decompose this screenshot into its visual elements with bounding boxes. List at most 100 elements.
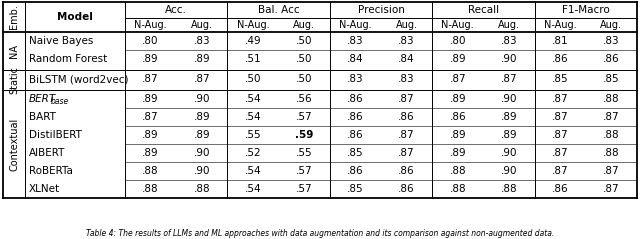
Text: .90: .90 — [500, 148, 517, 158]
Text: Bal. Acc: Bal. Acc — [258, 5, 300, 15]
Text: .54: .54 — [244, 94, 261, 104]
Text: .50: .50 — [296, 36, 312, 46]
Text: .49: .49 — [244, 36, 261, 46]
Text: .87: .87 — [193, 74, 210, 84]
Text: Aug.: Aug. — [293, 20, 316, 30]
Text: Emb.: Emb. — [9, 5, 19, 29]
Text: .84: .84 — [347, 54, 364, 64]
Text: .88: .88 — [142, 166, 159, 176]
Text: .89: .89 — [449, 148, 466, 158]
Text: .59: .59 — [295, 130, 314, 140]
Text: .86: .86 — [347, 130, 364, 140]
Text: .89: .89 — [193, 54, 210, 64]
Text: .57: .57 — [296, 166, 312, 176]
Text: .88: .88 — [449, 184, 466, 194]
Text: .90: .90 — [500, 166, 517, 176]
Text: .90: .90 — [500, 54, 517, 64]
Text: .88: .88 — [142, 184, 159, 194]
Text: .52: .52 — [244, 148, 261, 158]
Text: .87: .87 — [603, 112, 620, 122]
Text: .89: .89 — [449, 130, 466, 140]
Text: .88: .88 — [500, 184, 517, 194]
Text: Table 4: The results of LLMs and ML approaches with data augmentation and its co: Table 4: The results of LLMs and ML appr… — [86, 228, 554, 238]
Text: .54: .54 — [244, 184, 261, 194]
Text: Aug.: Aug. — [600, 20, 622, 30]
Text: .90: .90 — [500, 94, 517, 104]
Text: Random Forest: Random Forest — [29, 54, 108, 64]
Text: BART: BART — [29, 112, 56, 122]
Text: .87: .87 — [552, 148, 568, 158]
Text: Recall: Recall — [468, 5, 499, 15]
Text: base: base — [51, 98, 69, 107]
Text: .87: .87 — [603, 166, 620, 176]
Text: .85: .85 — [347, 148, 364, 158]
Text: Naive Bayes: Naive Bayes — [29, 36, 93, 46]
Text: .86: .86 — [398, 166, 415, 176]
Text: Model: Model — [57, 12, 93, 22]
Text: Precision: Precision — [358, 5, 404, 15]
Text: .83: .83 — [193, 36, 210, 46]
Text: .83: .83 — [398, 74, 415, 84]
Text: .54: .54 — [244, 112, 261, 122]
Text: Aug.: Aug. — [498, 20, 520, 30]
Text: .81: .81 — [552, 36, 568, 46]
Text: .87: .87 — [552, 130, 568, 140]
Text: N-Aug.: N-Aug. — [339, 20, 372, 30]
Text: .80: .80 — [449, 36, 466, 46]
Text: .87: .87 — [552, 112, 568, 122]
Text: .85: .85 — [603, 74, 620, 84]
Text: .50: .50 — [296, 54, 312, 64]
Text: .86: .86 — [398, 184, 415, 194]
Text: .80: .80 — [142, 36, 159, 46]
Text: XLNet: XLNet — [29, 184, 60, 194]
Text: .83: .83 — [398, 36, 415, 46]
Text: .83: .83 — [500, 36, 517, 46]
Text: .89: .89 — [193, 112, 210, 122]
Text: .86: .86 — [347, 166, 364, 176]
Text: .57: .57 — [296, 112, 312, 122]
Text: Aug.: Aug. — [396, 20, 418, 30]
Text: .90: .90 — [193, 94, 210, 104]
Text: .57: .57 — [296, 184, 312, 194]
Text: .55: .55 — [244, 130, 261, 140]
Text: .85: .85 — [347, 184, 364, 194]
Text: .83: .83 — [347, 74, 364, 84]
Text: BiLSTM (word2vec): BiLSTM (word2vec) — [29, 74, 129, 84]
Text: Acc.: Acc. — [165, 5, 187, 15]
Text: .84: .84 — [398, 54, 415, 64]
Text: N-Aug.: N-Aug. — [134, 20, 167, 30]
Text: .89: .89 — [142, 148, 159, 158]
Text: .86: .86 — [603, 54, 620, 64]
Text: .87: .87 — [398, 148, 415, 158]
Text: .88: .88 — [449, 166, 466, 176]
Text: .86: .86 — [449, 112, 466, 122]
Text: NA: NA — [9, 44, 19, 58]
Text: .87: .87 — [552, 166, 568, 176]
Text: .86: .86 — [552, 54, 568, 64]
Text: .88: .88 — [603, 94, 620, 104]
Text: DistilBERT: DistilBERT — [29, 130, 82, 140]
Text: .87: .87 — [398, 130, 415, 140]
Text: .51: .51 — [244, 54, 261, 64]
Text: .50: .50 — [244, 74, 261, 84]
Text: .86: .86 — [552, 184, 568, 194]
Text: .89: .89 — [142, 94, 159, 104]
Text: .87: .87 — [449, 74, 466, 84]
Text: .90: .90 — [193, 166, 210, 176]
Text: .55: .55 — [296, 148, 312, 158]
Text: .89: .89 — [142, 54, 159, 64]
Text: BERT: BERT — [29, 94, 56, 104]
Text: .87: .87 — [500, 74, 517, 84]
Text: .87: .87 — [398, 94, 415, 104]
Text: N-Aug.: N-Aug. — [442, 20, 474, 30]
Text: .89: .89 — [500, 130, 517, 140]
Text: Static: Static — [9, 66, 19, 94]
Text: .89: .89 — [500, 112, 517, 122]
Text: .89: .89 — [449, 94, 466, 104]
Text: .90: .90 — [193, 148, 210, 158]
Text: .87: .87 — [142, 74, 159, 84]
Text: .83: .83 — [603, 36, 620, 46]
Text: RoBERTa: RoBERTa — [29, 166, 73, 176]
Text: .86: .86 — [398, 112, 415, 122]
Text: AlBERT: AlBERT — [29, 148, 65, 158]
